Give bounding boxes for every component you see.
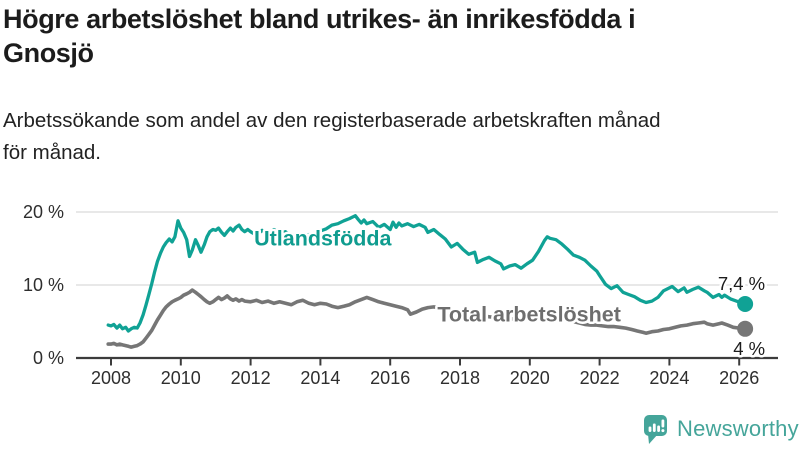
utlandsfodda-line bbox=[106, 214, 747, 333]
utlandsfodda-end-dot bbox=[737, 295, 754, 312]
utlandsfodda-end-value-label: 7,4 % bbox=[718, 273, 765, 294]
x-tick-label-2016: 2016 bbox=[370, 368, 410, 388]
y-tick-label-20: 20 % bbox=[23, 202, 64, 222]
x-tick-label-2022: 2022 bbox=[580, 368, 620, 388]
x-tick-label-2020: 2020 bbox=[510, 368, 550, 388]
chart-subtitle-line2: för månad. bbox=[3, 141, 101, 164]
x-tick-label-2026: 2026 bbox=[719, 368, 759, 388]
x-tick-label-2024: 2024 bbox=[649, 368, 689, 388]
chart-subtitle-line1: Arbetssökande som andel av den registerb… bbox=[3, 109, 661, 132]
x-tick-label-2014: 2014 bbox=[300, 368, 340, 388]
total-series-label: Total arbetslöshet bbox=[437, 303, 621, 327]
total-end-dot bbox=[737, 320, 754, 337]
x-tick-label-2010: 2010 bbox=[161, 368, 201, 388]
total-line bbox=[106, 288, 747, 349]
page-title-line1: Högre arbetslöshet bland utrikes- än inr… bbox=[3, 4, 636, 34]
x-tick-label-2012: 2012 bbox=[231, 368, 271, 388]
page-title: Högre arbetslöshet bland utrikes- än inr… bbox=[3, 2, 773, 70]
y-tick-label-10: 10 % bbox=[23, 275, 64, 295]
x-tick-label-2018: 2018 bbox=[440, 368, 480, 388]
x-tick-label-2008: 2008 bbox=[91, 368, 131, 388]
chart-subtitle: Arbetssökande som andel av den registerb… bbox=[3, 105, 788, 169]
newsworthy-logo-text: Newsworthy bbox=[677, 416, 799, 441]
newsworthy-logo: Newsworthy bbox=[643, 413, 799, 445]
total-end-value-label: 4 % bbox=[733, 338, 765, 359]
page-title-line2: Gnosjö bbox=[3, 38, 94, 68]
y-tick-label-0: 0 % bbox=[33, 348, 64, 368]
newsworthy-speech-bubble-icon bbox=[644, 415, 667, 444]
utlandsfodda-series-label: Utlandsfödda bbox=[254, 227, 392, 251]
